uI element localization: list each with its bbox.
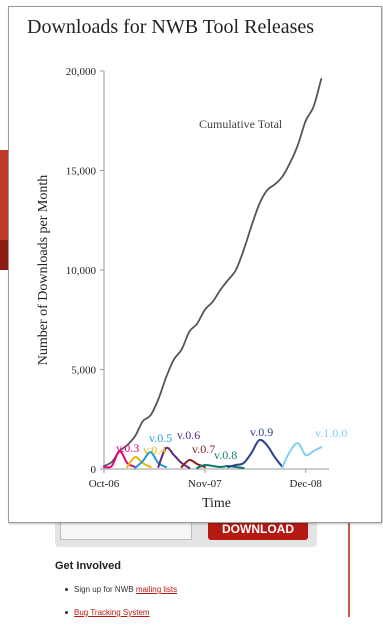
series-line-v-0-8 xyxy=(196,463,245,470)
series-label-v-0-4: v.0.4 xyxy=(143,443,166,457)
y-axis-title: Number of Downloads per Month xyxy=(36,175,51,366)
y-tick-label: 10,000 xyxy=(66,265,97,277)
x-tick-label: Nov-07 xyxy=(188,478,222,490)
y-tick-label: 5,000 xyxy=(71,365,96,377)
series-label-v-0-8: v.0.8 xyxy=(214,448,237,462)
series-line-v-0-4 xyxy=(126,456,152,469)
bug-tracking-link[interactable]: Bug Tracking System xyxy=(74,608,150,617)
get-involved-list: Sign up for NWB mailing lists Bug Tracki… xyxy=(65,585,177,631)
x-tick-label: Oct-06 xyxy=(89,478,120,490)
series-label-v-1-0-0: v.1.0.0 xyxy=(315,426,347,440)
series-label-v-0-9: v.0.9 xyxy=(250,425,273,439)
y-tick-label: 20,000 xyxy=(66,66,97,78)
chart-axes: 0 5,000 10,000 15,000 20,000 Oct-06 Nov-07 Dec-… xyxy=(66,66,329,490)
page-divider xyxy=(348,500,350,617)
background-banner-edge xyxy=(0,150,10,270)
series-line-cumulative-total xyxy=(103,78,323,467)
series-line-v-0-5 xyxy=(134,451,168,470)
series-label-v-0-3: v.0.3 xyxy=(116,441,139,455)
series-label-cumulative-total: Cumulative Total xyxy=(199,117,283,131)
series-line-v-0-9 xyxy=(227,438,284,469)
y-tick-label: 0 xyxy=(91,464,97,476)
y-tick-label: 15,000 xyxy=(66,166,97,178)
download-button[interactable]: DOWNLOAD xyxy=(208,518,308,540)
list-item-text: Sign up for NWB xyxy=(74,585,136,594)
downloads-chart: Downloads for NWB Tool Releases 0 5,000 10… xyxy=(27,16,347,511)
x-axis-title: Time xyxy=(202,496,231,511)
x-tick-label: Dec-08 xyxy=(290,478,323,490)
list-item: Bug Tracking System xyxy=(65,608,177,617)
get-involved-heading: Get Involved xyxy=(55,560,122,572)
series-label-v-0-5: v.0.5 xyxy=(149,431,172,445)
mailing-lists-link[interactable]: mailing lists xyxy=(135,585,178,594)
chart-window: Downloads for NWB Tool Releases 0 5,000 10… xyxy=(8,6,382,523)
series-line-v-1-0-0 xyxy=(281,442,323,469)
series-label-v-0-7: v.0.7 xyxy=(192,442,215,456)
series-label-v-0-6: v.0.6 xyxy=(177,428,200,442)
background-webpage: DOWNLOAD Get Involved Sign up for NWB ma… xyxy=(0,150,350,617)
chart-series xyxy=(103,78,323,470)
list-item: Sign up for NWB mailing lists xyxy=(65,585,177,594)
background-banner-edge-dark xyxy=(0,240,10,270)
chart-title: Downloads for NWB Tool Releases xyxy=(27,16,314,38)
